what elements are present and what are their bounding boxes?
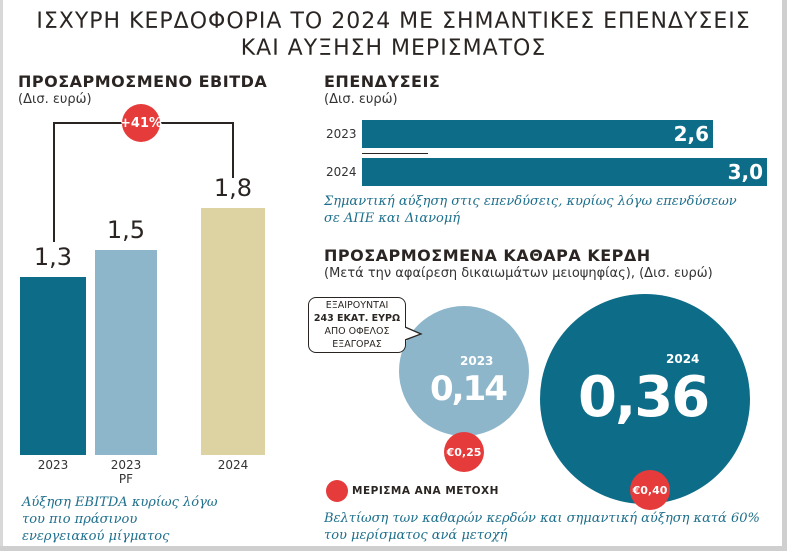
bubble-year: 2024	[666, 352, 700, 366]
growth-badge: +41%	[120, 104, 162, 142]
title-line: ΙΣΧΥΡΗ ΚΕΡΔΟΦΟΡΙΑ ΤΟ 2024 ΜΕ ΣΗΜΑΝΤΙΚΕΣ …	[36, 9, 751, 34]
tick-line: 2023	[37, 458, 69, 472]
bar-value-label: 3,0	[727, 160, 763, 184]
investment-bar	[362, 158, 767, 186]
title-line: ΚΑΙ ΑΥΞΗΣΗ ΜΕΡΙΣΜΑΤΟΣ	[240, 36, 547, 61]
profit-title: ΠΡΟΣΑΡΜΟΣΜΕΝΑ ΚΑΘΑΡΑ ΚΕΡΔΗ	[324, 246, 651, 265]
dividend-badge: €0,40	[630, 470, 670, 510]
bubble-2024	[540, 294, 750, 504]
tick-line: PF	[118, 472, 134, 486]
ebitda-bar	[95, 249, 157, 455]
callout-box: ΕΞΑΙΡΟΥΝΤΑΙ 243 ΕΚΑΤ. ΕΥΡΩ ΑΠΟ ΟΦΕΛΟΣ ΕΞ…	[308, 297, 406, 353]
ebitda-title: ΠΡΟΣΑΡΜΟΣΜΕΝΟ EBITDA	[18, 72, 268, 91]
investment-bar	[362, 120, 713, 148]
x-tick-label: 2024	[201, 458, 265, 472]
tick-line: 2024	[217, 458, 249, 472]
profit-unit: (Μετά την αφαίρεση δικαιωμάτων μειοψηφία…	[324, 266, 713, 281]
caption-line: Σημαντική αύξηση στις επενδύσεις, κυρίως…	[324, 194, 737, 209]
bar-value-label: 1,3	[33, 242, 73, 271]
y-tick-label: 2024	[326, 165, 357, 179]
caption-line: Βελτίωση των καθαρών κερδών και σημαντικ…	[324, 511, 760, 526]
profit-caption: Βελτίωση των καθαρών κερδών και σημαντικ…	[324, 510, 760, 544]
ebitda-bar	[20, 276, 86, 455]
ebitda-unit: (Δισ. ευρώ)	[18, 92, 92, 107]
growth-bracket-right	[232, 122, 234, 178]
frame	[782, 0, 787, 551]
caption-line: ενεργειακού μίγματος	[22, 529, 170, 544]
callout-line: ΕΞΑΓΟΡΑΣ	[332, 339, 382, 350]
legend-label: ΜΕΡΙΣΜΑ ΑΝΑ ΜΕΤΟΧΗ	[352, 485, 499, 497]
ebitda-caption: Αύξηση EBITDA κυρίως λόγω του πιο πράσιν…	[22, 494, 217, 545]
bar-value-label: 2,6	[673, 122, 709, 146]
callout-line: 243 ΕΚΑΤ. ΕΥΡΩ	[313, 313, 401, 324]
frame	[0, 546, 787, 551]
dividend-badge: €0,25	[444, 432, 484, 472]
bubble-year: 2023	[460, 354, 494, 368]
frame	[0, 0, 3, 551]
caption-line: του πιο πράσινου	[22, 512, 138, 527]
legend-dot	[326, 480, 348, 502]
caption-line: Αύξηση EBITDA κυρίως λόγω	[22, 495, 218, 510]
investments-unit: (Δισ. ευρώ)	[324, 92, 398, 107]
bubble-2023	[399, 306, 529, 436]
y-tick-label: 2023	[326, 127, 357, 141]
x-tick-label: 2023	[20, 458, 86, 472]
tick-line: 2023	[110, 458, 142, 472]
investments-caption: Σημαντική αύξηση στις επενδύσεις, κυρίως…	[324, 193, 737, 227]
caption-line: του μερίσματος ανά μετοχή	[324, 528, 508, 543]
bar-value-label: 1,8	[213, 174, 253, 203]
callout-line: ΕΞΑΙΡΟΥΝΤΑΙ	[325, 300, 389, 311]
page-title: ΙΣΧΥΡΗ ΚΕΡΔΟΦΟΡΙΑ ΤΟ 2024 ΜΕ ΣΗΜΑΝΤΙΚΕΣ …	[0, 8, 787, 62]
investments-title: ΕΠΕΝΔΥΣΕΙΣ	[324, 72, 441, 91]
callout-pointer	[405, 326, 423, 341]
x-tick-label: 2023 PF	[95, 458, 157, 486]
growth-bracket-left	[53, 122, 55, 242]
bar-value-label: 1,5	[106, 215, 146, 244]
bubble-value: 0,14	[430, 369, 508, 409]
bubble-value: 0,36	[578, 365, 710, 430]
callout-line: ΑΠΟ ΟΦΕΛΟΣ	[324, 326, 390, 337]
caption-line: σε ΑΠΕ και Διανομή	[324, 211, 461, 226]
divider	[362, 153, 428, 154]
ebitda-bar	[201, 208, 265, 455]
